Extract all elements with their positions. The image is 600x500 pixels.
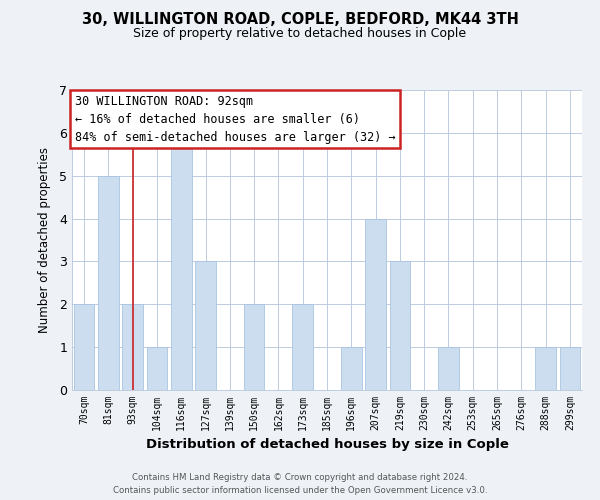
Text: Contains HM Land Registry data © Crown copyright and database right 2024.
Contai: Contains HM Land Registry data © Crown c…: [113, 474, 487, 495]
Bar: [195, 262, 216, 390]
Bar: [365, 218, 386, 390]
Bar: [146, 347, 167, 390]
Bar: [74, 304, 94, 390]
Bar: [389, 262, 410, 390]
Bar: [438, 347, 459, 390]
X-axis label: Distribution of detached houses by size in Cople: Distribution of detached houses by size …: [146, 438, 508, 452]
Text: 30 WILLINGTON ROAD: 92sqm
← 16% of detached houses are smaller (6)
84% of semi-d: 30 WILLINGTON ROAD: 92sqm ← 16% of detac…: [74, 94, 395, 144]
Bar: [292, 304, 313, 390]
Bar: [560, 347, 580, 390]
Y-axis label: Number of detached properties: Number of detached properties: [38, 147, 51, 333]
Bar: [535, 347, 556, 390]
Bar: [122, 304, 143, 390]
Bar: [341, 347, 362, 390]
Bar: [171, 133, 191, 390]
Bar: [244, 304, 265, 390]
Text: 30, WILLINGTON ROAD, COPLE, BEDFORD, MK44 3TH: 30, WILLINGTON ROAD, COPLE, BEDFORD, MK4…: [82, 12, 518, 28]
Text: Size of property relative to detached houses in Cople: Size of property relative to detached ho…: [133, 28, 467, 40]
Bar: [98, 176, 119, 390]
